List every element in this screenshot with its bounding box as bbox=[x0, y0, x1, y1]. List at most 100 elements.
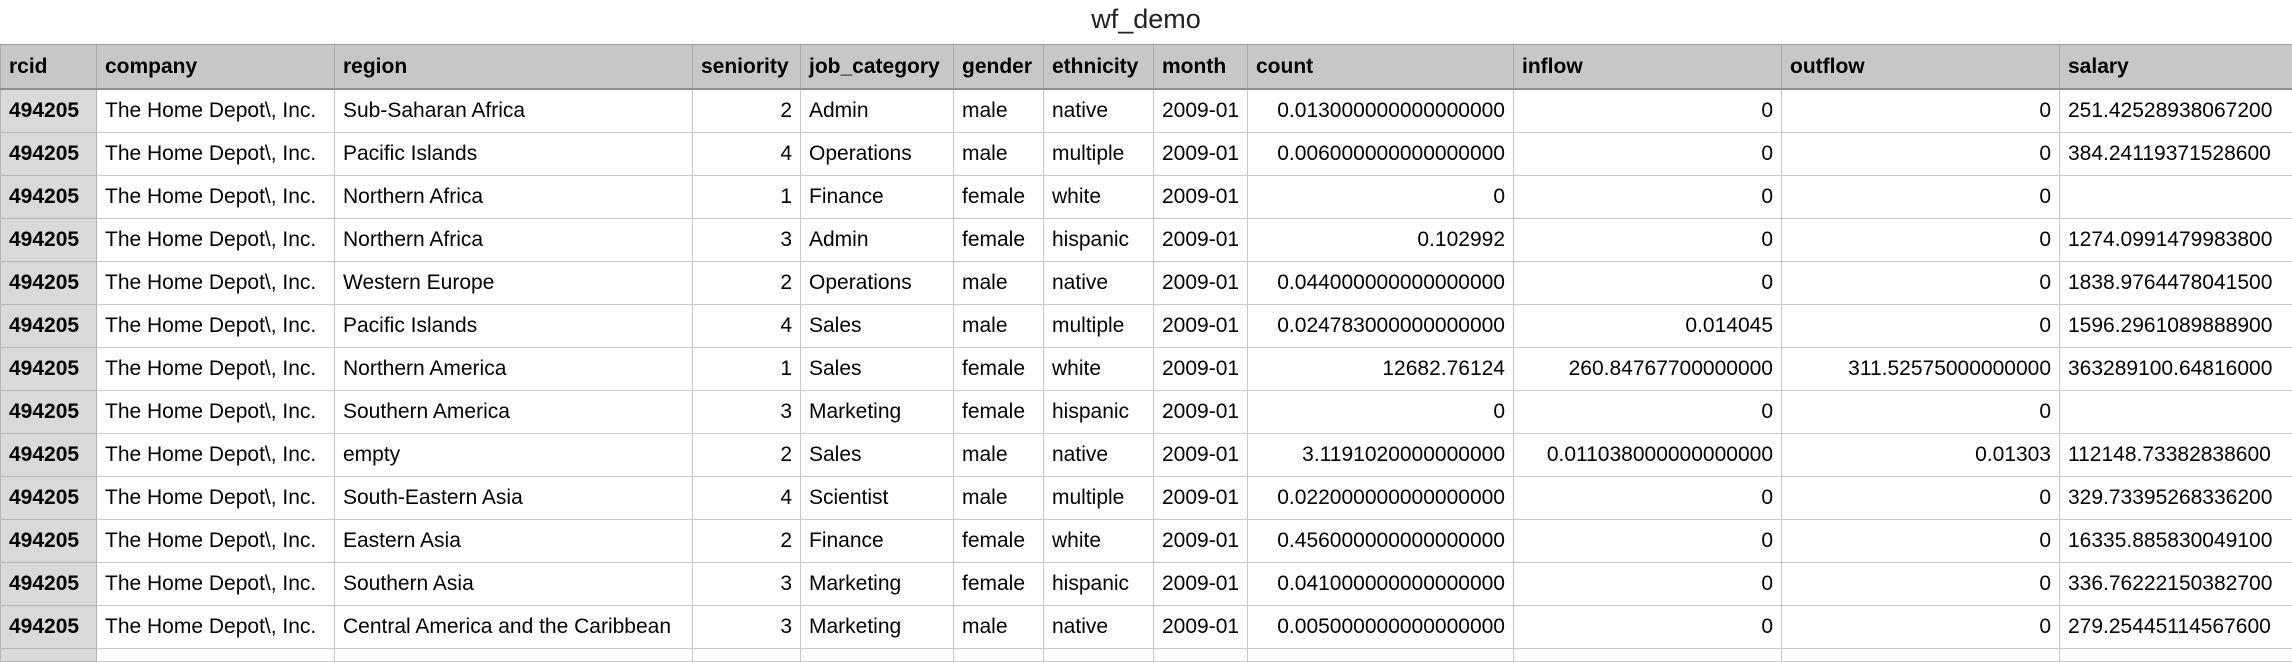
cell-seniority[interactable]: 3 bbox=[693, 563, 801, 606]
cell-region[interactable]: South-Eastern Asia bbox=[335, 477, 693, 520]
cell-ethnicity[interactable]: white bbox=[1044, 176, 1154, 219]
cell-month[interactable]: 2009-01 bbox=[1154, 89, 1248, 133]
cell-count[interactable]: 0.024783000000000000 bbox=[1248, 305, 1514, 348]
cell-outflow[interactable]: 0 bbox=[1782, 133, 2060, 176]
cell-seniority[interactable]: 4 bbox=[693, 477, 801, 520]
cell-rcid[interactable]: 494205 bbox=[1, 89, 97, 133]
cell-salary[interactable]: 279.25445114567600 bbox=[2060, 606, 2292, 649]
cell-count[interactable]: 0.041000000000000000 bbox=[1248, 563, 1514, 606]
column-header-job-category[interactable]: job_category bbox=[801, 45, 954, 90]
cell-job-category[interactable]: Finance bbox=[801, 520, 954, 563]
cell-count[interactable]: 0.005000000000000000 bbox=[1248, 606, 1514, 649]
cell-company[interactable]: The Home Depot\, Inc. bbox=[97, 305, 335, 348]
cell-rcid[interactable]: 494205 bbox=[1, 262, 97, 305]
cell-salary[interactable] bbox=[2060, 176, 2292, 219]
cell-ethnicity[interactable]: native bbox=[1044, 262, 1154, 305]
cell-count[interactable]: 0.102992 bbox=[1248, 219, 1514, 262]
cell-region[interactable]: Sub-Saharan Africa bbox=[335, 89, 693, 133]
column-header-rcid[interactable]: rcid bbox=[1, 45, 97, 90]
cell-outflow[interactable]: 0 bbox=[1782, 219, 2060, 262]
column-header-salary[interactable]: salary bbox=[2060, 45, 2292, 90]
cell-rcid[interactable]: 494205 bbox=[1, 606, 97, 649]
cell-gender[interactable]: female bbox=[954, 520, 1044, 563]
cell-gender[interactable]: male bbox=[954, 477, 1044, 520]
cell-count[interactable]: 0.022000000000000000 bbox=[1248, 477, 1514, 520]
cell-job-category[interactable]: Marketing bbox=[801, 563, 954, 606]
column-header-month[interactable]: month bbox=[1154, 45, 1248, 90]
cell-company[interactable]: The Home Depot\, Inc. bbox=[97, 606, 335, 649]
cell-inflow[interactable]: 0 bbox=[1514, 89, 1782, 133]
cell-gender[interactable]: male bbox=[954, 305, 1044, 348]
cell-ethnicity[interactable]: hispanic bbox=[1044, 563, 1154, 606]
cell-count[interactable]: 0 bbox=[1248, 391, 1514, 434]
cell-seniority[interactable]: 1 bbox=[693, 176, 801, 219]
cell-salary[interactable]: 329.73395268336200 bbox=[2060, 477, 2292, 520]
cell-job-category[interactable]: Finance bbox=[801, 176, 954, 219]
cell-seniority[interactable]: 2 bbox=[693, 434, 801, 477]
cell-region[interactable]: Northern Africa bbox=[335, 176, 693, 219]
cell-inflow[interactable]: 0 bbox=[1514, 262, 1782, 305]
cell-job-category[interactable]: Sales bbox=[801, 348, 954, 391]
cell-outflow[interactable]: 0 bbox=[1782, 176, 2060, 219]
cell-job-category[interactable]: Scientist bbox=[801, 477, 954, 520]
cell-company[interactable]: The Home Depot\, Inc. bbox=[97, 348, 335, 391]
cell-gender[interactable]: male bbox=[954, 606, 1044, 649]
cell-outflow[interactable]: 0 bbox=[1782, 262, 2060, 305]
cell-month[interactable]: 2009-01 bbox=[1154, 606, 1248, 649]
cell-seniority[interactable]: 2 bbox=[693, 89, 801, 133]
cell-job-category[interactable]: Operations bbox=[801, 133, 954, 176]
cell-rcid[interactable]: 494205 bbox=[1, 434, 97, 477]
cell-ethnicity[interactable]: multiple bbox=[1044, 133, 1154, 176]
cell-region[interactable]: Eastern Asia bbox=[335, 520, 693, 563]
cell-gender[interactable]: female bbox=[954, 176, 1044, 219]
cell-month[interactable]: 2009-01 bbox=[1154, 477, 1248, 520]
cell-gender[interactable]: male bbox=[954, 262, 1044, 305]
cell-month[interactable]: 2009-01 bbox=[1154, 133, 1248, 176]
cell-rcid[interactable]: 494205 bbox=[1, 391, 97, 434]
cell-month[interactable]: 2009-01 bbox=[1154, 348, 1248, 391]
cell-company[interactable]: The Home Depot\, Inc. bbox=[97, 434, 335, 477]
cell-salary[interactable]: 251.42528938067200 bbox=[2060, 89, 2292, 133]
cell-inflow[interactable]: 0 bbox=[1514, 563, 1782, 606]
cell-outflow[interactable]: 0 bbox=[1782, 305, 2060, 348]
cell-outflow[interactable]: 0.01303 bbox=[1782, 434, 2060, 477]
cell-seniority[interactable]: 3 bbox=[693, 219, 801, 262]
cell-count[interactable]: 12682.76124 bbox=[1248, 348, 1514, 391]
cell-region[interactable]: Western Europe bbox=[335, 262, 693, 305]
cell-seniority[interactable]: 1 bbox=[693, 348, 801, 391]
column-header-count[interactable]: count bbox=[1248, 45, 1514, 90]
cell-rcid[interactable]: 494205 bbox=[1, 563, 97, 606]
cell-outflow[interactable]: 0 bbox=[1782, 520, 2060, 563]
cell-seniority[interactable]: 2 bbox=[693, 520, 801, 563]
cell-inflow[interactable]: 0 bbox=[1514, 133, 1782, 176]
cell-outflow[interactable]: 0 bbox=[1782, 563, 2060, 606]
cell-ethnicity[interactable]: native bbox=[1044, 89, 1154, 133]
cell-month[interactable]: 2009-01 bbox=[1154, 391, 1248, 434]
cell-rcid[interactable]: 494205 bbox=[1, 348, 97, 391]
cell-company[interactable]: The Home Depot\, Inc. bbox=[97, 262, 335, 305]
cell-inflow[interactable]: 0.014045 bbox=[1514, 305, 1782, 348]
cell-gender[interactable]: male bbox=[954, 133, 1044, 176]
cell-inflow[interactable]: 0.011038000000000000 bbox=[1514, 434, 1782, 477]
cell-seniority[interactable]: 3 bbox=[693, 391, 801, 434]
cell-inflow[interactable]: 0 bbox=[1514, 176, 1782, 219]
cell-gender[interactable]: female bbox=[954, 391, 1044, 434]
cell-seniority[interactable]: 3 bbox=[693, 606, 801, 649]
cell-outflow[interactable]: 311.52575000000000 bbox=[1782, 348, 2060, 391]
cell-rcid[interactable]: 494205 bbox=[1, 133, 97, 176]
column-header-gender[interactable]: gender bbox=[954, 45, 1044, 90]
cell-month[interactable]: 2009-01 bbox=[1154, 520, 1248, 563]
cell-salary[interactable]: 384.24119371528600 bbox=[2060, 133, 2292, 176]
cell-company[interactable]: The Home Depot\, Inc. bbox=[97, 477, 335, 520]
cell-region[interactable]: Southern America bbox=[335, 391, 693, 434]
cell-job-category[interactable]: Sales bbox=[801, 305, 954, 348]
cell-gender[interactable]: female bbox=[954, 219, 1044, 262]
cell-inflow[interactable]: 0 bbox=[1514, 391, 1782, 434]
cell-region[interactable]: Central America and the Caribbean bbox=[335, 606, 693, 649]
cell-month[interactable]: 2009-01 bbox=[1154, 305, 1248, 348]
cell-inflow[interactable]: 260.84767700000000 bbox=[1514, 348, 1782, 391]
cell-rcid[interactable]: 494205 bbox=[1, 305, 97, 348]
cell-salary[interactable]: 16335.885830049100 bbox=[2060, 520, 2292, 563]
cell-outflow[interactable]: 0 bbox=[1782, 606, 2060, 649]
column-header-outflow[interactable]: outflow bbox=[1782, 45, 2060, 90]
